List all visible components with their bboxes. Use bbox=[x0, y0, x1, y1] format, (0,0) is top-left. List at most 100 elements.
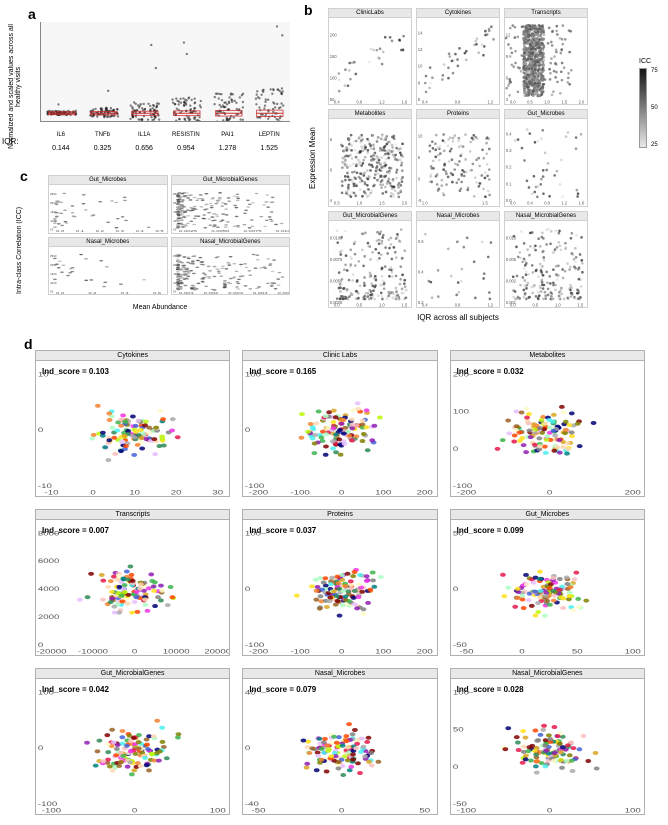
panel-d-facet: Gut_MicrobialGenesInd_score = 0.042-1000… bbox=[35, 668, 230, 815]
svg-text:1.0: 1.0 bbox=[555, 302, 561, 307]
category-label: RESISTIN bbox=[165, 132, 207, 138]
svg-text:0.5: 0.5 bbox=[532, 302, 538, 307]
svg-text:0: 0 bbox=[339, 806, 345, 814]
svg-text:30: 30 bbox=[212, 488, 223, 496]
svg-text:0.8: 0.8 bbox=[356, 99, 362, 104]
panel-b-xlabel: IQR across all subjects bbox=[328, 313, 588, 322]
facet-title: Nasal_Microbes bbox=[417, 212, 499, 221]
svg-text:0.0075: 0.0075 bbox=[243, 230, 262, 232]
svg-text:100: 100 bbox=[624, 806, 641, 814]
svg-text:6: 6 bbox=[330, 168, 333, 173]
svg-text:1.0: 1.0 bbox=[379, 302, 385, 307]
svg-text:0.005: 0.005 bbox=[506, 256, 517, 261]
iqr-value: 1.278 bbox=[207, 145, 249, 152]
svg-text:-100: -100 bbox=[245, 641, 265, 649]
svg-text:0.1: 0.1 bbox=[506, 182, 512, 187]
svg-text:-100: -100 bbox=[291, 488, 311, 496]
panel-b-facet: Gut_MicrobialGenes0.00.51.01.50.00250.00… bbox=[328, 211, 412, 308]
category-label: LEPTIN bbox=[248, 132, 290, 138]
svg-text:40: 40 bbox=[173, 211, 180, 214]
facet-plot: 0.0010.0020.0030.0040.005020406080 bbox=[172, 250, 290, 295]
panel-c-facet: Nasal_Microbes0.00.20.40.6020406080 bbox=[48, 237, 168, 296]
svg-text:0.0025: 0.0025 bbox=[179, 230, 198, 232]
svg-text:14: 14 bbox=[418, 30, 423, 35]
svg-text:0: 0 bbox=[132, 647, 138, 655]
svg-text:60: 60 bbox=[173, 202, 180, 205]
icc-tick: 75 bbox=[651, 68, 658, 74]
facet-plot: 0.51.01.52.0468 bbox=[329, 122, 411, 205]
svg-text:1.2: 1.2 bbox=[379, 99, 385, 104]
svg-text:1.0: 1.0 bbox=[544, 99, 550, 104]
svg-text:-100: -100 bbox=[38, 800, 58, 808]
svg-text:0.5: 0.5 bbox=[155, 230, 164, 232]
svg-text:0.6: 0.6 bbox=[153, 292, 162, 294]
svg-text:2.0: 2.0 bbox=[579, 99, 585, 104]
svg-text:40: 40 bbox=[245, 688, 256, 696]
svg-text:60: 60 bbox=[50, 202, 57, 205]
svg-text:5: 5 bbox=[418, 155, 421, 160]
svg-text:10: 10 bbox=[418, 64, 423, 69]
svg-text:0.8: 0.8 bbox=[455, 302, 461, 307]
svg-text:0.8: 0.8 bbox=[544, 201, 550, 206]
svg-text:1.5: 1.5 bbox=[561, 99, 567, 104]
svg-text:6: 6 bbox=[418, 97, 421, 102]
svg-text:0.005: 0.005 bbox=[277, 292, 289, 294]
svg-text:0: 0 bbox=[547, 806, 553, 814]
svg-text:0.0100: 0.0100 bbox=[275, 230, 289, 232]
svg-text:4: 4 bbox=[330, 198, 333, 203]
figure-container: a b c d Normalized and scaled values acr… bbox=[0, 0, 668, 825]
svg-text:100: 100 bbox=[375, 488, 392, 496]
strip-column bbox=[166, 22, 208, 121]
panel-d-grid: CytokinesInd_score = 0.103-100102030-100… bbox=[25, 345, 645, 815]
svg-text:0.0: 0.0 bbox=[56, 292, 65, 294]
facet-plot: -50050-40040 bbox=[243, 681, 436, 814]
panel-a-label: a bbox=[28, 6, 36, 22]
svg-text:100: 100 bbox=[330, 75, 338, 80]
svg-text:100: 100 bbox=[375, 647, 392, 655]
svg-text:10: 10 bbox=[129, 488, 140, 496]
svg-text:0: 0 bbox=[547, 488, 553, 496]
facet-title: Cytokines bbox=[417, 9, 499, 18]
panel-c-xlabel: Mean Abundance bbox=[30, 304, 290, 311]
svg-text:10: 10 bbox=[38, 370, 49, 378]
svg-text:0.3: 0.3 bbox=[506, 148, 512, 153]
facet-title: Gut_Microbes bbox=[505, 110, 587, 119]
panel-b-facet: Proteins1.01.5-50510 bbox=[416, 109, 500, 206]
svg-text:200: 200 bbox=[453, 370, 470, 378]
svg-text:0: 0 bbox=[50, 229, 54, 232]
svg-text:0.003: 0.003 bbox=[228, 292, 243, 294]
panel-a-ylabel: Normalized and scaled values across all … bbox=[8, 22, 22, 152]
svg-text:0: 0 bbox=[339, 488, 345, 496]
facet-plot: -50050100-50050 bbox=[451, 522, 644, 655]
svg-text:40: 40 bbox=[50, 211, 57, 214]
svg-text:80: 80 bbox=[50, 193, 57, 196]
svg-text:0.001: 0.001 bbox=[506, 300, 517, 305]
svg-text:200: 200 bbox=[417, 647, 434, 655]
svg-text:6: 6 bbox=[506, 75, 509, 80]
panel-b-facet: ClinicLabs0.40.81.21.650100150200 bbox=[328, 8, 412, 105]
svg-text:12: 12 bbox=[506, 32, 511, 37]
svg-text:40: 40 bbox=[173, 272, 180, 275]
svg-text:0.5: 0.5 bbox=[356, 302, 362, 307]
panel-c: Intra-class Correlation (ICC) Gut_Microb… bbox=[30, 175, 290, 325]
panel-d-facet: MetabolitesInd_score = 0.032-2000200-100… bbox=[450, 350, 645, 497]
svg-text:40: 40 bbox=[50, 272, 57, 275]
svg-text:1.0: 1.0 bbox=[356, 201, 362, 206]
facet-title: Metabolites bbox=[451, 351, 644, 361]
svg-text:1.2: 1.2 bbox=[488, 99, 494, 104]
svg-text:0: 0 bbox=[90, 488, 96, 496]
svg-text:-10000: -10000 bbox=[78, 647, 109, 655]
svg-text:0: 0 bbox=[38, 426, 44, 434]
svg-text:60: 60 bbox=[50, 264, 57, 267]
category-label: IL6 bbox=[40, 132, 82, 138]
facet-title: Nasal_MicrobialGenes bbox=[172, 238, 290, 247]
svg-text:20: 20 bbox=[171, 488, 182, 496]
svg-text:0.0075: 0.0075 bbox=[330, 256, 343, 261]
svg-text:-50: -50 bbox=[453, 800, 467, 808]
svg-text:0.1: 0.1 bbox=[76, 230, 85, 232]
svg-text:4000: 4000 bbox=[38, 585, 60, 593]
facet-title: Nasal_MicrobialGenes bbox=[505, 212, 587, 221]
svg-text:0.0: 0.0 bbox=[510, 99, 516, 104]
facet-title: Nasal_MicrobialGenes bbox=[451, 669, 644, 679]
svg-text:100: 100 bbox=[624, 647, 641, 655]
